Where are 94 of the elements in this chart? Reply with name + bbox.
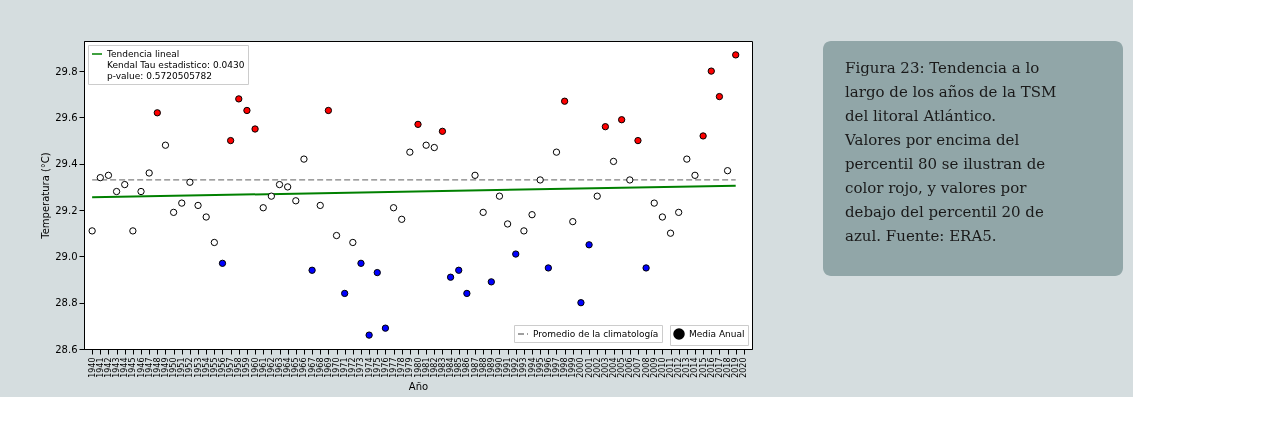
- x-tick-label: 1950: [169, 357, 179, 378]
- x-tick-label: 2008: [641, 357, 651, 378]
- x-tick-label: 2003: [600, 357, 610, 378]
- x-tick-label: 1963: [275, 357, 285, 378]
- x-tick-label: 1999: [568, 357, 578, 378]
- x-tick-label: 1968: [315, 357, 325, 378]
- x-tick-label: 1945: [128, 357, 138, 378]
- x-tick-label: 1981: [421, 357, 431, 378]
- x-tick-label: 1947: [144, 357, 154, 378]
- x-tick-label: 2001: [584, 357, 594, 378]
- x-tick-label: 1972: [348, 357, 358, 378]
- x-tick-label: 1983: [437, 357, 447, 378]
- x-tick-label: 1984: [446, 357, 456, 378]
- x-tick-label: 1995: [535, 357, 545, 378]
- x-tick-label: 2011: [666, 357, 676, 378]
- x-tick-label: 1942: [103, 357, 113, 378]
- x-tick-label: 1987: [470, 357, 480, 378]
- x-tick-label: 2020: [739, 357, 749, 378]
- x-tick-label: 2017: [714, 357, 724, 378]
- x-tick-label: 1976: [380, 357, 390, 378]
- y-tick-label: 28.8: [55, 297, 78, 309]
- legend-label: Tendencia lineal Kendal Tau estadistico: 0.0430 p-value: 0.5720505782: [106, 49, 245, 81]
- y-axis-title: Temperatura (°C): [40, 152, 52, 240]
- y-tick-label: 28.6: [55, 343, 78, 355]
- x-tick-label: 1969: [323, 357, 333, 378]
- x-axis-title: Año: [408, 380, 429, 392]
- x-tick-label: 1974: [364, 357, 374, 378]
- x-tick-label: 2018: [723, 357, 733, 378]
- y-tick-label: 29.4: [55, 158, 78, 170]
- x-tick-label: 1970: [332, 357, 342, 378]
- legend-label: Promedio de la climatología: [533, 329, 659, 339]
- x-tick-label: 1975: [372, 357, 382, 378]
- x-tick-label: 2013: [682, 357, 692, 378]
- x-tick-label: 1986: [462, 357, 472, 378]
- x-tick-label: 1948: [152, 357, 162, 378]
- x-tick-label: 2010: [657, 357, 667, 378]
- x-tick-label: 1990: [494, 357, 504, 378]
- x-tick-label: 1964: [283, 357, 293, 378]
- x-tick-label: 2004: [609, 357, 619, 378]
- x-tick-label: 2014: [690, 357, 700, 378]
- x-tick-label: 1957: [226, 357, 236, 378]
- x-tick-label: 1982: [429, 357, 439, 378]
- x-tick-label: 1940: [87, 357, 97, 378]
- x-tick-label: 1988: [478, 357, 488, 378]
- x-tick-label: 1953: [193, 357, 203, 378]
- x-tick-label: 2019: [731, 357, 741, 378]
- x-tick-label: 1954: [201, 357, 211, 378]
- x-tick-label: 2015: [698, 357, 708, 378]
- x-tick-label: 1956: [217, 357, 227, 378]
- x-tick-label: 2000: [576, 357, 586, 378]
- x-tick-label: 1959: [242, 357, 252, 378]
- x-tick-label: 1955: [209, 357, 219, 378]
- x-tick-label: 1961: [258, 357, 268, 378]
- x-tick-label: 1960: [250, 357, 260, 378]
- x-tick-label: 1962: [266, 357, 276, 378]
- x-tick-label: 1949: [160, 357, 170, 378]
- x-tick-label: 1979: [405, 357, 415, 378]
- y-tick-label: 29.6: [55, 111, 78, 123]
- x-tick-label: 1951: [177, 357, 187, 378]
- x-tick-label: 1997: [551, 357, 561, 378]
- x-tick-label: 1967: [307, 357, 317, 378]
- x-tick-label: 1958: [234, 357, 244, 378]
- y-tick-label: 29.0: [55, 250, 78, 262]
- x-tick-label: 1946: [136, 357, 146, 378]
- text: Figura 23: Tendencia a lo largo de los años de la TSM del litoral Atlántico. Valores por encima del percentil 80 se ilustran de color rojo, y valores por debajo del percentil 20 de azul. Fuente: ERA5.: [844, 59, 1057, 245]
- y-tick-label: 29.8: [55, 65, 78, 77]
- x-tick-label: 1978: [397, 357, 407, 378]
- x-tick-label: 2012: [674, 357, 684, 378]
- x-tick-label: 2007: [633, 357, 643, 378]
- x-tick-label: 1966: [299, 357, 309, 378]
- x-tick-label: 1998: [560, 357, 570, 378]
- y-tick-label: 29.2: [55, 204, 78, 216]
- x-tick-label: 1977: [389, 357, 399, 378]
- x-tick-label: 2009: [649, 357, 659, 378]
- x-tick-label: 1991: [503, 357, 513, 378]
- x-tick-label: 1993: [519, 357, 529, 378]
- x-tick-label: 2006: [625, 357, 635, 378]
- x-tick-label: 1992: [511, 357, 521, 378]
- legend-label: Media Anual: [689, 329, 745, 339]
- x-tick-label: 1994: [527, 357, 537, 378]
- x-tick-label: 1980: [413, 357, 423, 378]
- x-tick-label: 2002: [592, 357, 602, 378]
- x-tick-label: 1989: [486, 357, 496, 378]
- x-tick-label: 1941: [95, 357, 105, 378]
- x-tick-label: 1971: [340, 357, 350, 378]
- x-tick-label: 1952: [185, 357, 195, 378]
- x-tick-label: 1996: [543, 357, 553, 378]
- x-tick-label: 1985: [454, 357, 464, 378]
- x-tick-label: 1943: [112, 357, 122, 378]
- x-tick-label: 1965: [291, 357, 301, 378]
- x-tick-label: 2005: [617, 357, 627, 378]
- x-tick-label: 1973: [356, 357, 366, 378]
- x-tick-label: 2016: [706, 357, 716, 378]
- x-tick-label: 1944: [120, 357, 130, 378]
